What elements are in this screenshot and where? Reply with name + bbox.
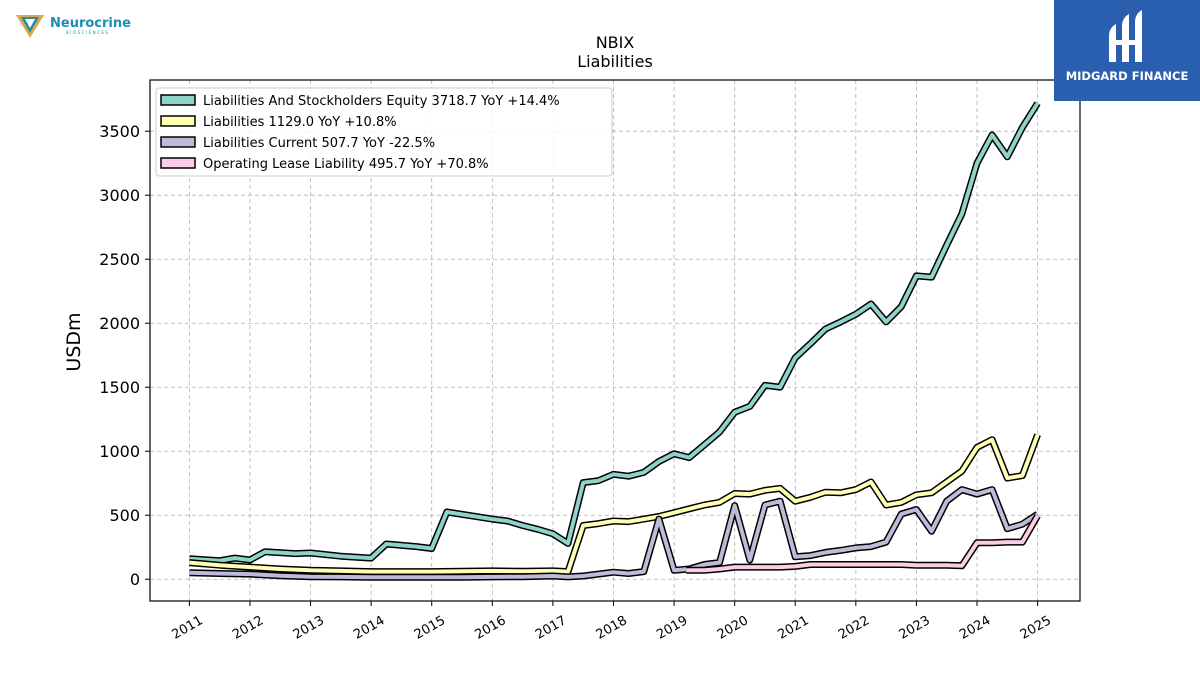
y-tick-label: 3000	[99, 186, 140, 205]
x-tick-label: 2020	[715, 613, 751, 643]
legend-label: Liabilities And Stockholders Equity 3718…	[203, 94, 560, 109]
legend-swatch	[160, 157, 196, 169]
grid-lines	[150, 80, 1080, 601]
legend-entry: Liabilities Current 507.7 YoY -22.5%	[160, 136, 435, 151]
x-tick-label: 2025	[1018, 613, 1054, 643]
neurocrine-logo-text: Neurocrine	[50, 16, 131, 31]
midgard-finance-logo: MIDGARD FINANCE	[1054, 0, 1200, 101]
legend-label: Operating Lease Liability 495.7 YoY +70.…	[203, 157, 489, 172]
midgard-logo-text: MIDGARD FINANCE	[1066, 69, 1189, 83]
neurocrine-logo: Neurocrine BIOSCIENCES	[14, 12, 144, 42]
series-line	[189, 487, 1039, 580]
x-tick-label: 2012	[230, 613, 266, 643]
x-tick-label: 2013	[291, 613, 327, 643]
y-tick-label: 2000	[99, 314, 140, 333]
y-tick-label: 1000	[99, 442, 140, 461]
neurocrine-logo-subtext: BIOSCIENCES	[66, 30, 109, 35]
x-tick-label: 2021	[775, 613, 811, 643]
x-tick-label: 2018	[594, 613, 630, 643]
legend-entry: Liabilities And Stockholders Equity 3718…	[160, 94, 560, 109]
x-tick-label: 2023	[897, 613, 933, 643]
legend-box	[155, 87, 613, 177]
legend-swatch	[160, 94, 196, 106]
y-tick-label: 1500	[99, 378, 140, 397]
chart-subtitle: Liabilities	[577, 52, 653, 71]
x-tick-label: 2024	[957, 613, 993, 643]
legend: Liabilities And Stockholders Equity 3718…	[155, 87, 613, 177]
legend-entry: Liabilities 1129.0 YoY +10.8%	[160, 115, 397, 130]
series-2	[189, 433, 1041, 576]
y-tick-label: 3500	[99, 122, 140, 141]
y-tick-label: 0	[130, 570, 140, 589]
y-tick-label: 500	[109, 506, 140, 525]
series-line	[686, 514, 1040, 573]
x-tick-label: 2017	[533, 613, 569, 643]
x-tick-label: 2019	[654, 613, 690, 643]
series-1	[189, 101, 1041, 565]
y-axis-ticks: 0 500 1000 1500 2000 2500 3000 3500	[99, 122, 150, 589]
series-line	[189, 102, 1040, 563]
legend-swatch	[160, 136, 196, 148]
x-tick-label: 2014	[351, 613, 387, 643]
series-4	[686, 514, 1041, 574]
legend-label: Liabilities Current 507.7 YoY -22.5%	[203, 136, 435, 151]
chart-title: NBIX	[596, 33, 635, 52]
midgard-logo-mark: MIDGARD FINANCE	[1066, 10, 1189, 83]
legend-entry: Operating Lease Liability 495.7 YoY +70.…	[160, 157, 489, 172]
x-tick-label: 2016	[472, 613, 508, 643]
legend-swatch	[160, 115, 196, 127]
neurocrine-logo-mark: Neurocrine BIOSCIENCES	[16, 15, 131, 38]
x-tick-label: 2011	[170, 613, 206, 643]
series-line	[189, 434, 1040, 574]
plot-frame	[149, 79, 1081, 602]
x-tick-label: 2015	[412, 613, 448, 643]
series-3	[189, 486, 1040, 581]
y-axis-label: USDm	[63, 312, 85, 371]
series-lines	[189, 101, 1041, 581]
x-axis-ticks: 2011 2012 2013 2014 2015 2016 2017 2018 2019 2020…	[170, 601, 1054, 643]
legend-label: Liabilities 1129.0 YoY +10.8%	[203, 115, 397, 130]
y-tick-label: 2500	[99, 250, 140, 269]
x-tick-label: 2022	[836, 613, 872, 643]
